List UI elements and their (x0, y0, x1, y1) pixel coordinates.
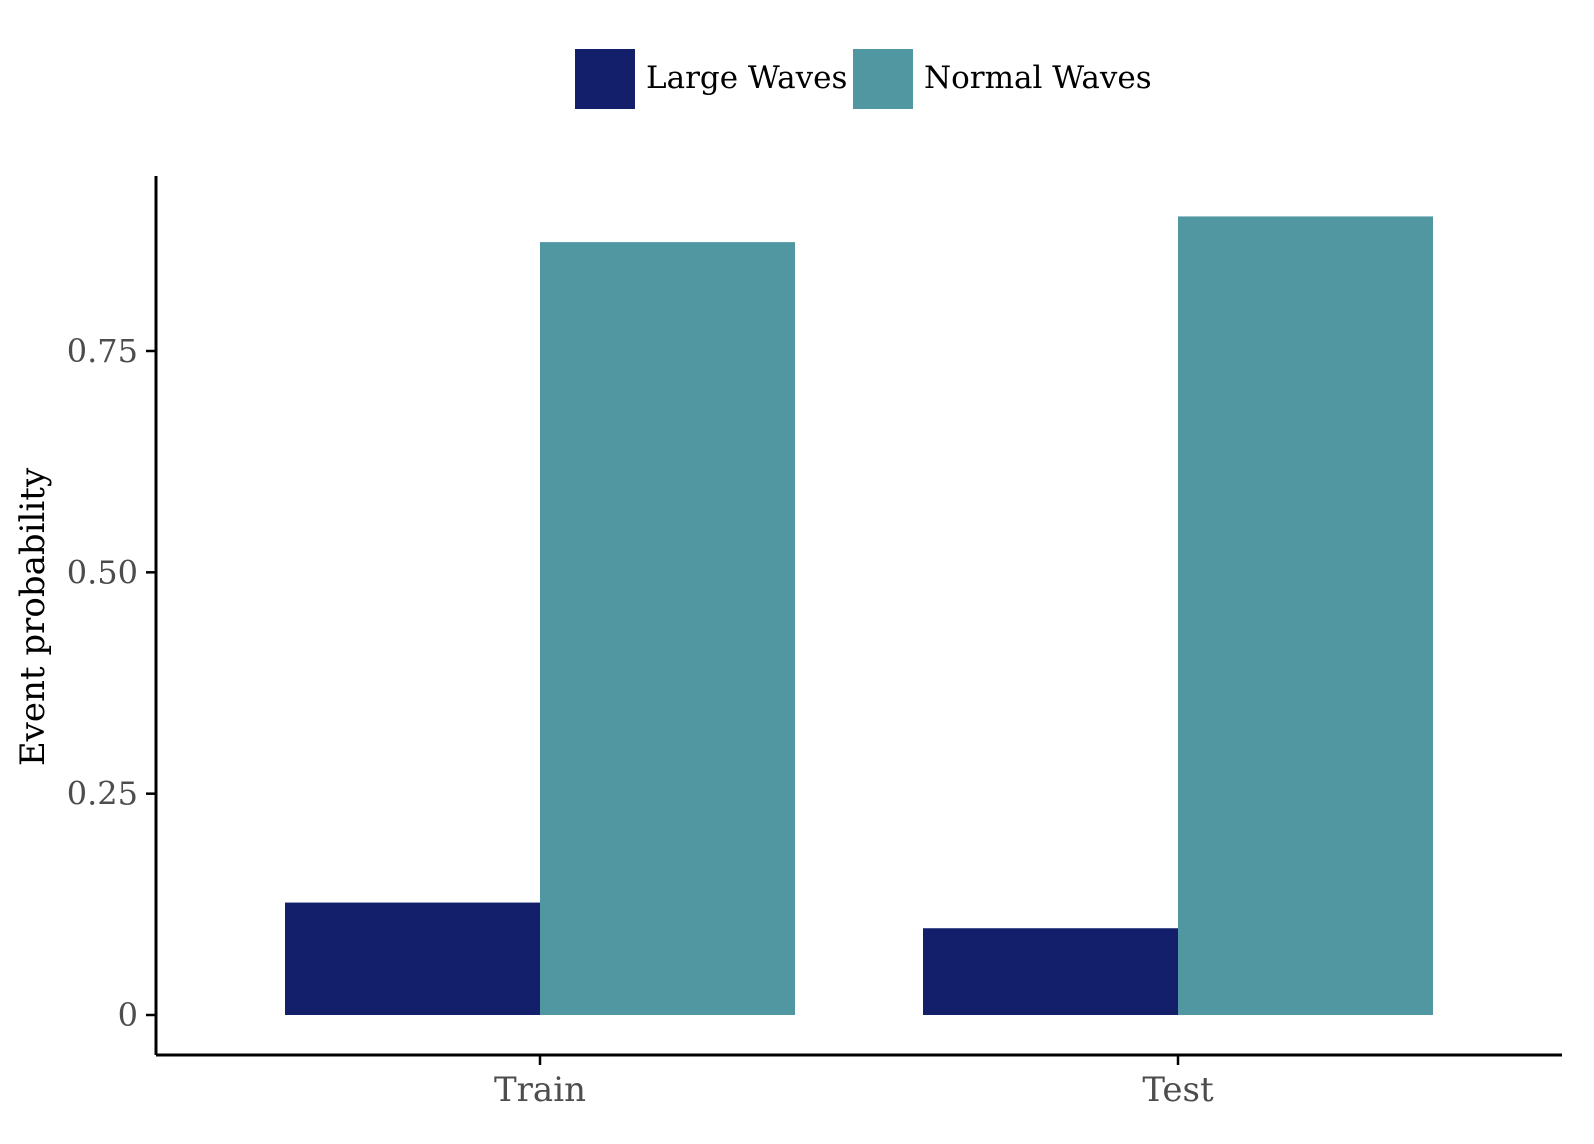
legend-label: Large Waves (646, 60, 847, 96)
legend-swatch (575, 49, 635, 109)
y-axis-title: Event probability (13, 467, 53, 766)
x-axis: Train Test (156, 1053, 1562, 1110)
bar-test-large-waves (923, 928, 1178, 1015)
x-tick-label: Train (494, 1070, 586, 1110)
legend-swatch (853, 49, 913, 109)
y-tick-label: 0 (118, 996, 138, 1034)
y-axis: 0 0.25 0.50 0.75 (67, 176, 158, 1055)
bar-train-normal-waves (540, 242, 795, 1015)
legend: Large Waves Normal Waves (575, 49, 1152, 109)
y-tick-label: 0.75 (67, 332, 138, 370)
bars (285, 216, 1433, 1016)
y-tick-label: 0.50 (67, 553, 138, 591)
x-tick-label: Test (1142, 1070, 1214, 1110)
legend-label: Normal Waves (924, 60, 1152, 96)
bar-test-normal-waves (1178, 216, 1433, 1016)
bar-train-large-waves (285, 902, 540, 1015)
y-tick-label: 0.25 (67, 775, 138, 813)
